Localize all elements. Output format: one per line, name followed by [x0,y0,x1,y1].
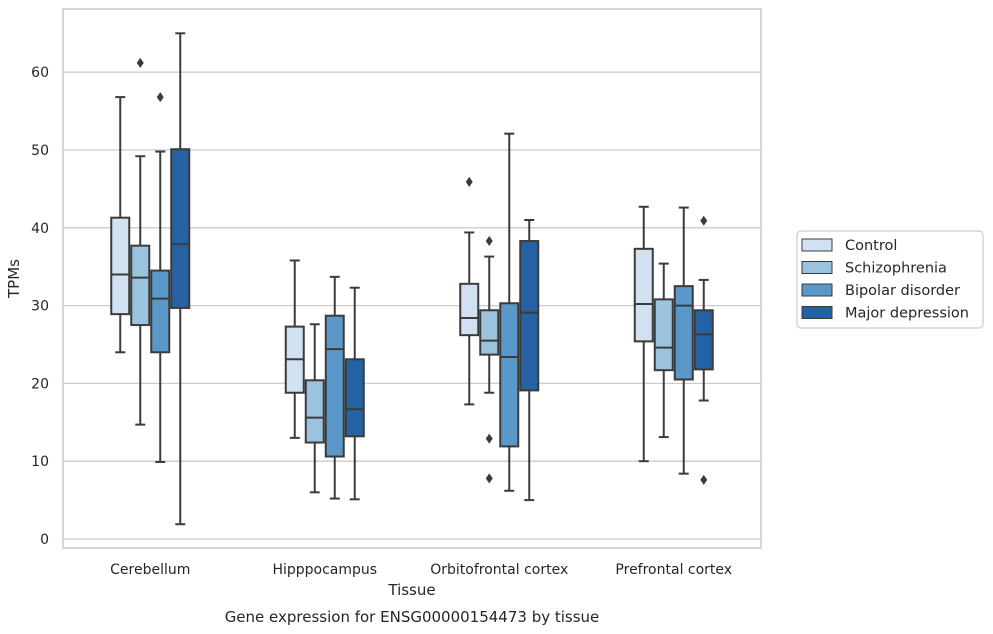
legend-frame [796,230,984,329]
y-tick-label: 40 [31,221,49,237]
box-major-depression [519,219,540,502]
y-tick-label: 10 [31,454,49,470]
box-major-depression [693,215,714,485]
box-iqr [653,298,674,372]
x-tick-label: Orbitofrontal cortex [430,562,568,578]
box-schizophrenia [304,323,325,494]
legend-swatch [801,238,833,252]
box-control [633,205,654,463]
box-control [459,176,480,406]
box-iqr [693,309,714,371]
box-iqr [459,282,480,337]
tick-labels: 0 10 20 30 40 50 60 Cerebellum Hipppocampus Orbit… [31,65,732,578]
outlier-point [465,176,473,187]
legend-swatch [801,306,833,319]
box-iqr [130,244,151,327]
y-tick-label: 20 [31,376,49,392]
box-iqr [519,240,540,392]
legend-label: Control [845,238,897,254]
outlier-point [156,92,164,103]
chart-title: Gene expression for ENSG00000154473 by t… [225,608,600,626]
box-control [284,259,305,439]
legend-label: Bipolar disorder [845,283,960,299]
box-iqr [479,309,500,356]
box-bipolar-disorder [499,132,520,492]
outlier-point [700,215,708,226]
box-iqr [324,314,345,458]
x-tick-label: Prefrontal cortex [615,562,732,578]
box-schizophrenia [653,262,674,439]
y-tick-label: 60 [31,65,49,81]
outlier-point [136,57,144,68]
box-major-depression [170,32,191,526]
outlier-point [485,433,493,444]
box-control [110,96,131,354]
box-major-depression [344,286,365,501]
y-tick-label: 30 [31,299,49,315]
box-iqr [304,379,325,444]
boxes [110,32,714,526]
box-iqr [170,148,191,309]
outlier-point [485,473,493,484]
y-axis-label: TPMs [5,259,23,299]
box-iqr [673,285,694,381]
box-schizophrenia [479,236,500,484]
box-iqr [110,216,131,316]
legend: Control Schizophrenia Bipolar disorder Majo… [796,230,984,329]
x-axis-label: Tissue [387,581,435,599]
outlier-point [485,236,493,247]
box-schizophrenia [130,57,151,426]
box-bipolar-disorder [150,92,171,463]
plot-frame [62,8,762,549]
legend-label: Schizophrenia [845,261,947,277]
box-bipolar-disorder [324,275,345,500]
y-tick-label: 50 [31,143,49,159]
legend-swatch [801,261,833,274]
y-tick-label: 0 [40,532,49,548]
box-iqr [633,247,654,343]
legend-label: Major depression [845,306,969,322]
x-tick-label: Hipppocampus [272,562,377,578]
x-tick-label: Cerebellum [110,562,190,578]
outlier-point [700,474,708,485]
box-iqr [499,302,520,448]
box-iqr [344,358,365,438]
box-bipolar-disorder [673,206,694,475]
box-iqr [150,269,171,354]
legend-swatch [801,283,833,297]
